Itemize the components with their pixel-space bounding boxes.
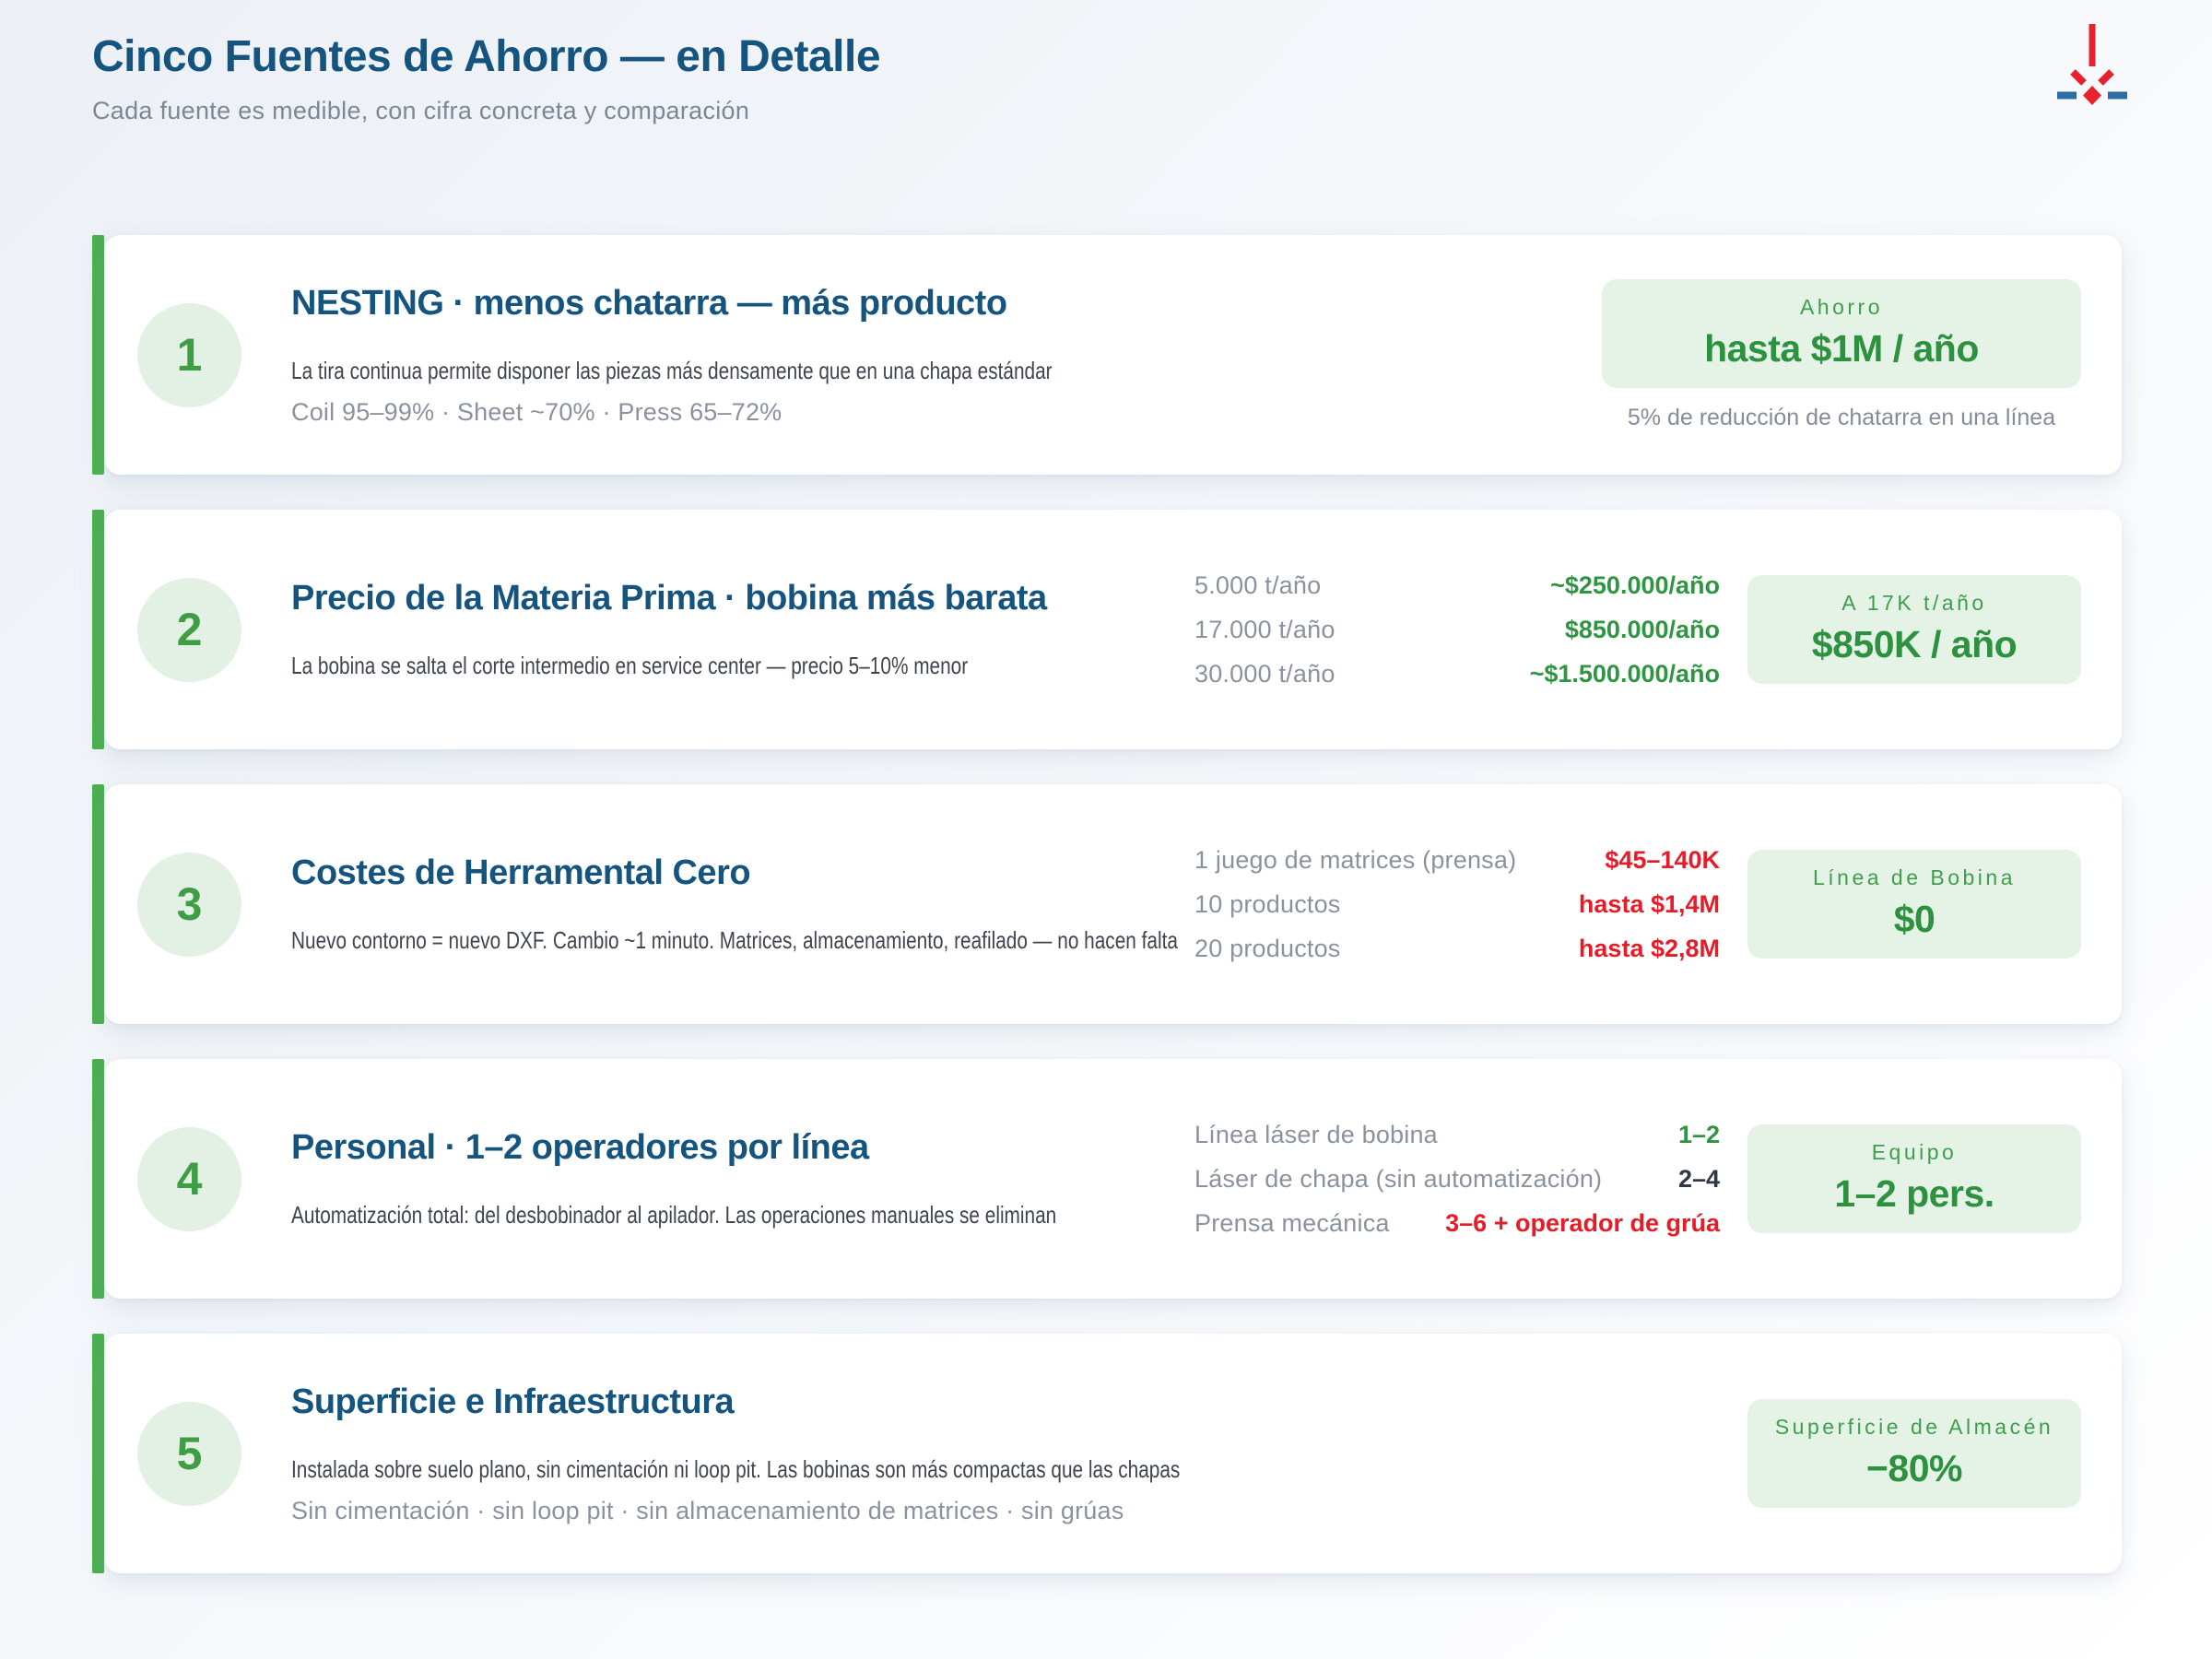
card-description: Automatización total: del desbobinador a… xyxy=(291,1201,1057,1229)
card-accent-bar xyxy=(92,784,104,1024)
stat-label: Láser de chapa (sin automatización) xyxy=(1194,1164,1603,1193)
stat-value: ~$1.500.000/año xyxy=(1529,659,1720,688)
card-description: Nuevo contorno = nuevo DXF. Cambio ~1 mi… xyxy=(291,926,1178,954)
stat-value: hasta $2,8M xyxy=(1578,934,1720,962)
page-subtitle: Cada fuente es medible, con cifra concre… xyxy=(92,97,750,124)
stat-label: 30.000 t/año xyxy=(1194,659,1335,688)
stat-row: 10 productos hasta $1,4M xyxy=(1194,890,1720,919)
badge-label: Superficie de Almacén xyxy=(1774,1415,2054,1439)
savings-badge: Superficie de Almacén −80% xyxy=(1747,1399,2081,1508)
card-number-badge: 2 xyxy=(137,577,241,682)
card-title: Personal · 1–2 operadores por línea xyxy=(291,1128,869,1167)
card-subnote: Sin cimentación · sin loop pit · sin alm… xyxy=(291,1496,1124,1524)
stat-label: 17.000 t/año xyxy=(1194,615,1335,643)
card-description: Instalada sobre suelo plano, sin cimenta… xyxy=(291,1454,1181,1483)
card-personal: 4 Personal · 1–2 operadores por línea Au… xyxy=(92,1059,2122,1299)
card-subnote: Coil 95–99% · Sheet ~70% · Press 65–72% xyxy=(291,397,782,426)
badge-value: 1–2 pers. xyxy=(1834,1172,1994,1215)
card-description: La tira continua permite disponer las pi… xyxy=(291,356,1053,384)
badge-label: Ahorro xyxy=(1799,294,1884,319)
card-title: Precio de la Materia Prima · bobina más … xyxy=(291,579,1047,618)
badge-label: Línea de Bobina xyxy=(1812,865,2017,889)
badge-value: −80% xyxy=(1865,1447,1963,1489)
stat-label: 1 juego de matrices (prensa) xyxy=(1194,845,1517,874)
stat-row: Línea láser de bobina 1–2 xyxy=(1194,1121,1720,1149)
stat-list: 1 juego de matrices (prensa) $45–140K 10… xyxy=(1176,846,1747,963)
card-nesting: 1 NESTING · menos chatarra — más product… xyxy=(92,235,2122,475)
savings-badge: Línea de Bobina $0 xyxy=(1747,850,2081,959)
stat-list: 5.000 t/año ~$250.000/año 17.000 t/año $… xyxy=(1176,571,1747,688)
stat-list: Línea láser de bobina 1–2 Láser de chapa… xyxy=(1176,1121,1747,1238)
stat-label: Prensa mecánica xyxy=(1194,1208,1390,1237)
card-description: La bobina se salta el corte intermedio e… xyxy=(291,652,969,679)
stat-value: 1–2 xyxy=(1677,1120,1720,1148)
stat-value: 2–4 xyxy=(1677,1164,1720,1193)
card-title: Superficie e Infraestructura xyxy=(291,1382,735,1421)
stat-value: ~$250.000/año xyxy=(1550,571,1720,599)
badge-label: A 17K t/año xyxy=(1841,591,1987,615)
stat-label: Línea láser de bobina xyxy=(1194,1120,1438,1148)
card-superficie: 5 Superficie e Infraestructura Instalada… xyxy=(92,1334,2122,1573)
stat-row: 20 productos hasta $2,8M xyxy=(1194,935,1720,963)
savings-badge: Ahorro hasta $1M / año xyxy=(1602,278,2081,388)
card-accent-bar xyxy=(92,1334,104,1573)
badge-note: 5% de reducción de chatarra en una línea xyxy=(1627,404,2056,430)
badge-value: $0 xyxy=(1893,898,1936,940)
stat-label: 5.000 t/año xyxy=(1194,571,1322,599)
stat-row: 30.000 t/año ~$1.500.000/año xyxy=(1194,660,1720,688)
card-materia-prima: 2 Precio de la Materia Prima · bobina má… xyxy=(92,510,2122,749)
stat-label: 20 productos xyxy=(1194,934,1341,962)
card-accent-bar xyxy=(92,1059,104,1299)
card-title: NESTING · menos chatarra — más producto xyxy=(291,283,1007,323)
page-header: Cinco Fuentes de Ahorro — en Detalle Cad… xyxy=(92,31,881,125)
savings-card-list: 1 NESTING · menos chatarra — más product… xyxy=(92,235,2122,1573)
card-number-badge: 1 xyxy=(137,302,241,407)
savings-badge: A 17K t/año $850K / año xyxy=(1747,575,2081,684)
badge-value: $850K / año xyxy=(1811,623,2018,665)
card-herramental: 3 Costes de Herramental Cero Nuevo conto… xyxy=(92,784,2122,1024)
stat-value: 3–6 + operador de grúa xyxy=(1445,1208,1720,1237)
badge-value: hasta $1M / año xyxy=(1704,326,1979,370)
savings-badge: Equipo 1–2 pers. xyxy=(1747,1124,2081,1233)
badge-label: Equipo xyxy=(1871,1140,1958,1164)
card-number-badge: 4 xyxy=(137,1126,241,1231)
card-accent-bar xyxy=(92,510,104,749)
stat-value: hasta $1,4M xyxy=(1578,889,1720,918)
stat-value: $850.000/año xyxy=(1564,615,1720,643)
card-number-badge: 3 xyxy=(137,852,241,957)
stat-row: Prensa mecánica 3–6 + operador de grúa xyxy=(1194,1209,1720,1238)
card-title: Costes de Herramental Cero xyxy=(291,853,751,892)
laser-beam-logo-icon xyxy=(2057,24,2127,105)
stat-row: 5.000 t/año ~$250.000/año xyxy=(1194,571,1720,600)
page-title: Cinco Fuentes de Ahorro — en Detalle xyxy=(92,32,881,81)
card-accent-bar xyxy=(92,235,104,475)
stat-row: 17.000 t/año $850.000/año xyxy=(1194,616,1720,644)
stat-row: 1 juego de matrices (prensa) $45–140K xyxy=(1194,846,1720,875)
stat-value: $45–140K xyxy=(1605,845,1720,874)
stat-label: 10 productos xyxy=(1194,889,1341,918)
card-number-badge: 5 xyxy=(137,1401,241,1506)
stat-row: Láser de chapa (sin automatización) 2–4 xyxy=(1194,1165,1720,1194)
